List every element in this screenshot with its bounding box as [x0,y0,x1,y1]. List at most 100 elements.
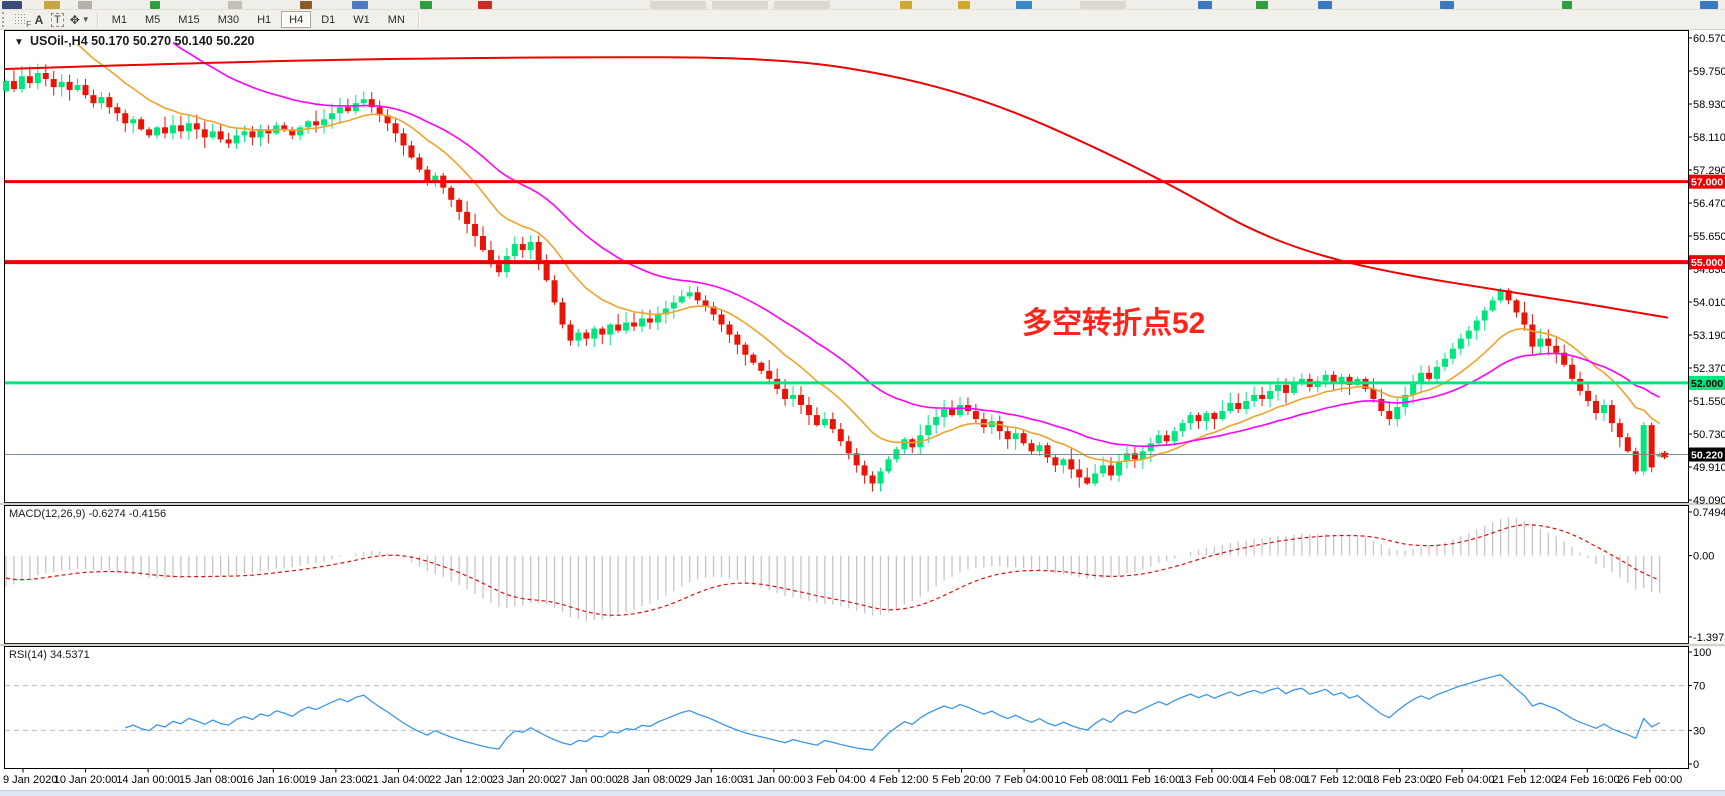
svg-text:58.110: 58.110 [1693,132,1725,144]
horizontal-level-lines[interactable] [5,180,1688,456]
timeframe-button-m15[interactable]: M15 [178,13,200,26]
svg-text:49.090: 49.090 [1693,495,1725,507]
svg-text:70: 70 [1693,681,1705,693]
timeframe-button-d1[interactable]: D1 [321,13,336,26]
time-label: 22 Jan 12:00 [429,774,493,786]
svg-text:50.220: 50.220 [1691,450,1723,462]
time-label: 27 Jan 00:00 [554,774,618,786]
clipped-icon-fragment [420,1,432,9]
clipped-icon-fragment [712,1,768,9]
timeframe-button-m1[interactable]: M1 [111,13,127,26]
time-label: 11 Feb 16:00 [1117,774,1181,786]
svg-text:54.010: 54.010 [1693,297,1725,309]
clipped-icon-fragment [78,1,92,9]
time-label: 7 Feb 04:00 [995,774,1054,786]
svg-text:52.370: 52.370 [1693,363,1725,375]
svg-text:56.470: 56.470 [1693,198,1725,210]
svg-text:0.00: 0.00 [1693,551,1714,563]
clipped-icon-fragment [774,1,830,9]
time-label: 3 Feb 04:00 [807,774,866,786]
svg-text:57.000: 57.000 [1691,177,1723,189]
pattern-fill-tool-button[interactable]: F [11,11,31,29]
dot-grid-icon: F [14,13,31,29]
svg-text:55.650: 55.650 [1693,231,1725,243]
svg-text:49.910: 49.910 [1693,462,1725,474]
time-label: 15 Jan 08:00 [179,774,243,786]
sell-marker-icon: ✱ [1660,450,1669,462]
price-tag-52.000 [1689,375,1725,390]
time-label: 19 Jan 23:00 [304,774,368,786]
charts-toolbar: F A T ✥ ▼ M1 M5 M15 M30 H1 H4 D1 W1 MN [0,10,1725,30]
svg-text:51.550: 51.550 [1693,396,1725,408]
clipped-icon-fragment [478,1,492,9]
panel-splitter[interactable] [0,502,1725,506]
svg-text:52.000: 52.000 [1691,378,1723,390]
timeframe-button-group: M1 M5 M15 M30 H1 H4 D1 W1 MN [103,11,414,28]
timeframe-button-mn[interactable]: MN [387,13,405,26]
time-label: 9 Jan 2020 [3,774,57,786]
macd-panel-frame [4,505,1689,644]
price-tag-55.000 [1689,255,1725,270]
time-label: 21 Jan 04:00 [367,774,431,786]
timeframe-button-w1[interactable]: W1 [353,13,370,26]
price-tag-50.220 [1689,447,1725,462]
price-tag-57.000 [1689,174,1725,189]
svg-text:59.750: 59.750 [1693,66,1725,78]
time-label: 24 Feb 16:00 [1555,774,1620,786]
timeframe-button-m30[interactable]: M30 [217,13,240,26]
rsi-panel-frame [4,646,1689,769]
time-label: 4 Feb 12:00 [870,774,929,786]
arrows-icon: ✥ [69,12,80,27]
toolbar-grip[interactable] [2,12,8,27]
chart-window[interactable]: 60.570 59.750 58.930 58.110 57.290 56.470 55.6… [0,30,1725,790]
timeframe-button-h4[interactable]: H4 [281,11,312,28]
candlestick-series [3,63,1663,492]
toolbar-separator [96,11,99,28]
text-label-icon: A [34,12,44,27]
clipped-icon-fragment [352,1,368,9]
time-label: 10 Feb 08:00 [1054,774,1119,786]
rsi-indicator: 100 70 30 0 [5,647,1711,771]
usoil-h4-chart[interactable]: 60.570 59.750 58.930 58.110 57.290 56.470 55.6… [0,30,1725,790]
time-label: 14 Feb 08:00 [1242,774,1307,786]
clipped-icon-fragment [1440,1,1454,9]
time-label: 18 Feb 23:00 [1367,774,1432,786]
svg-text:0.7494: 0.7494 [1693,507,1725,519]
clipped-icon-fragment [1318,1,1332,9]
time-label: 17 Feb 12:00 [1305,774,1370,786]
time-label: 26 Feb 00:00 [1617,774,1682,786]
price-axis[interactable]: 60.570 59.750 58.930 58.110 57.290 56.470 55.6… [1688,33,1725,507]
time-label: 10 Jan 20:00 [54,774,118,786]
shapes-tool-button[interactable]: ✥ ▼ [67,11,93,28]
svg-text:100: 100 [1693,647,1711,659]
time-label: 23 Jan 20:00 [492,774,556,786]
svg-text:0: 0 [1693,759,1699,771]
clipped-icon-fragment [1198,1,1212,9]
svg-text:-1.3973: -1.3973 [1693,632,1725,644]
time-label: 5 Feb 20:00 [932,774,991,786]
svg-text:57.290: 57.290 [1693,165,1725,177]
panel-splitter[interactable] [0,643,1725,647]
clipped-icon-fragment [650,1,706,9]
clipped-icon-fragment [1016,1,1032,9]
text-label-tool-button[interactable]: A [30,11,48,28]
main-panel-frame [4,30,1689,503]
svg-text:30: 30 [1693,725,1705,737]
clipped-icon-fragment [900,1,912,9]
time-label: 20 Feb 04:00 [1430,774,1495,786]
time-label: 28 Jan 08:00 [617,774,681,786]
moving-average-lines [4,42,1669,464]
text-tool-button[interactable]: T [48,11,67,28]
timeframe-button-h1[interactable]: H1 [257,13,272,26]
text-tool-icon: T [51,12,64,27]
chart-dropdown-icon[interactable]: ▼ [14,37,24,48]
clipped-icon-fragment [1256,1,1268,9]
annotation-text: 多空转折点52 [1022,307,1205,340]
time-label: 31 Jan 00:00 [742,774,806,786]
toolbar-separator [417,11,420,28]
clipped-icon-fragment [1080,1,1126,9]
svg-text:58.930: 58.930 [1693,99,1725,111]
timeframe-button-m5[interactable]: M5 [145,13,161,26]
